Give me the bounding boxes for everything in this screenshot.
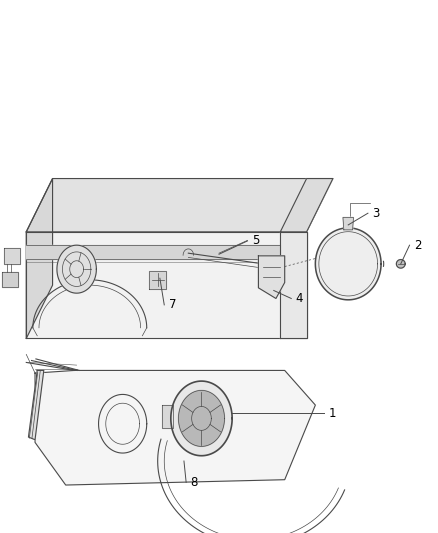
- Polygon shape: [343, 217, 353, 230]
- Polygon shape: [4, 248, 20, 264]
- Polygon shape: [179, 391, 225, 446]
- Text: 5: 5: [252, 235, 259, 247]
- Text: 3: 3: [372, 207, 380, 220]
- Text: 8: 8: [191, 476, 198, 489]
- Polygon shape: [315, 228, 381, 300]
- Polygon shape: [35, 370, 315, 485]
- Polygon shape: [171, 381, 232, 456]
- Polygon shape: [2, 272, 18, 287]
- Polygon shape: [280, 179, 333, 232]
- Polygon shape: [162, 405, 173, 428]
- Polygon shape: [26, 232, 307, 338]
- Polygon shape: [26, 245, 280, 259]
- Polygon shape: [57, 245, 96, 293]
- Polygon shape: [280, 232, 307, 338]
- Polygon shape: [26, 179, 333, 232]
- Polygon shape: [258, 256, 285, 298]
- Polygon shape: [28, 370, 44, 440]
- Text: 2: 2: [414, 239, 421, 252]
- Polygon shape: [149, 271, 166, 289]
- Polygon shape: [396, 260, 405, 268]
- Text: 1: 1: [328, 407, 336, 419]
- Polygon shape: [26, 179, 53, 338]
- Text: 7: 7: [169, 298, 176, 311]
- Text: 4: 4: [296, 292, 303, 305]
